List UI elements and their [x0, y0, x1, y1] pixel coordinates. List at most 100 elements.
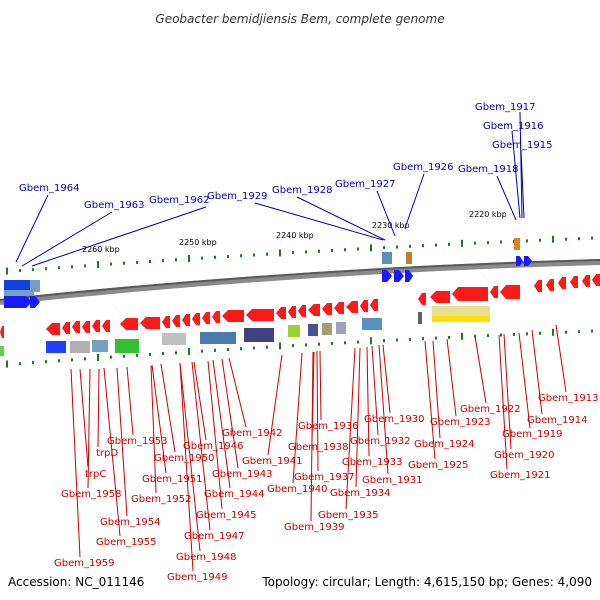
callout-line — [179, 362, 201, 552]
tick-mark — [578, 237, 580, 241]
tick-mark — [162, 259, 164, 263]
scale-label: 2220 kbp — [469, 210, 507, 219]
callout-line — [212, 359, 231, 489]
reverse-gene — [582, 275, 590, 287]
tick-mark — [279, 342, 281, 350]
callout-line — [446, 338, 457, 417]
tick-mark — [253, 346, 255, 350]
gene-label-top: Gbem_1929 — [207, 191, 267, 202]
callout-line — [116, 367, 128, 517]
reverse-gene — [430, 291, 450, 303]
tick-mark — [253, 253, 255, 257]
callout-line — [150, 365, 157, 494]
callout-line — [366, 346, 370, 457]
callout-line — [378, 344, 389, 475]
feature-block — [92, 340, 108, 352]
feature-block — [308, 324, 318, 336]
tick-mark — [45, 360, 47, 364]
gene-label-bottom: Gbem_1959 — [54, 558, 114, 569]
tick-mark — [97, 261, 99, 269]
callout-line — [191, 361, 211, 531]
tick-mark — [188, 254, 190, 262]
tick-mark — [409, 244, 411, 248]
gene-label-top: Gbem_1926 — [393, 162, 453, 173]
callout-line — [316, 350, 319, 472]
tick-mark — [266, 252, 268, 256]
outer-tick-ring — [6, 235, 593, 275]
callout-line — [319, 350, 322, 421]
tick-mark — [214, 348, 216, 352]
accession-text: Accession: NC_011146 — [8, 575, 144, 589]
callout-line — [296, 196, 386, 241]
callout-line — [228, 357, 247, 428]
tick-mark — [201, 349, 203, 353]
callout-line — [424, 340, 436, 460]
tick-mark — [539, 331, 541, 335]
tick-mark — [396, 338, 398, 342]
callout-line — [87, 368, 91, 489]
tick-mark — [305, 250, 307, 254]
gene-label-top: Gbem_1915 — [492, 140, 552, 151]
feature-block — [244, 328, 274, 342]
reverse-gene-labels: Gbem_1913 Gbem_1914 Gbem_1919 Gbem_1920 … — [54, 393, 598, 583]
gene-label-top: Gbem_1916 — [483, 121, 543, 132]
callout-line — [310, 351, 314, 522]
reverse-gene — [370, 299, 378, 311]
tick-mark — [266, 345, 268, 349]
tick-mark — [396, 245, 398, 249]
tick-mark — [487, 241, 489, 245]
tick-mark — [357, 340, 359, 344]
gene-label-bottom: trpC — [85, 469, 106, 480]
reverse-gene — [140, 317, 160, 329]
reverse-gene — [102, 320, 110, 332]
reverse-gene — [276, 307, 286, 319]
tick-mark — [539, 238, 541, 242]
gene-label-bottom: Gbem_1922 — [460, 404, 520, 415]
callout-line — [97, 368, 100, 448]
scale-labels: 2260 kbp 2250 kbp 2240 kbp 2230 kbp 2220… — [82, 210, 507, 254]
reverse-gene — [418, 293, 426, 305]
gene-label-bottom: Gbem_1945 — [196, 510, 256, 521]
gene-label-top: Gbem_1964 — [19, 183, 79, 194]
callout-line — [382, 344, 391, 414]
feature-block — [115, 339, 139, 353]
tick-mark — [461, 332, 463, 340]
tick-mark — [513, 332, 515, 336]
reverse-gene — [172, 315, 180, 327]
feature-block — [200, 332, 236, 344]
tick-mark — [474, 241, 476, 245]
reverse-gene — [222, 310, 244, 322]
tick-mark — [227, 255, 229, 259]
callout-line — [355, 347, 361, 488]
feature-block — [70, 341, 90, 353]
callout-line — [474, 335, 487, 404]
callout-line — [151, 364, 167, 474]
gene-label-top: Gbem_1918 — [458, 164, 518, 175]
tick-mark — [19, 269, 21, 273]
gene-label-bottom: Gbem_1921 — [490, 470, 550, 481]
reverse-gene — [500, 285, 520, 299]
callout-line — [404, 173, 425, 229]
tick-mark — [136, 353, 138, 357]
tick-mark — [344, 248, 346, 252]
gene-label-bottom: Gbem_1942 — [222, 428, 282, 439]
forward-gene — [4, 296, 32, 308]
tick-mark — [201, 256, 203, 260]
gene-label-bottom: Gbem_1932 — [350, 436, 410, 447]
reverse-gene — [490, 286, 498, 298]
callout-line — [503, 333, 512, 450]
tick-mark — [84, 357, 86, 361]
map-title: Geobacter bemidjiensis Bem, complete gen… — [155, 12, 444, 26]
gene-label-bottom: Gbem_1951 — [142, 474, 202, 485]
feature-block — [322, 323, 332, 335]
tick-mark — [240, 347, 242, 351]
tick-mark — [32, 268, 34, 272]
gene-label-bottom: Gbem_1920 — [494, 450, 554, 461]
tick-mark — [227, 348, 229, 352]
gene-label-bottom: Gbem_1955 — [96, 537, 156, 548]
reverse-gene — [308, 304, 320, 316]
reverse-gene — [546, 279, 554, 291]
forward-gene — [516, 256, 523, 266]
feature-block — [0, 346, 4, 356]
